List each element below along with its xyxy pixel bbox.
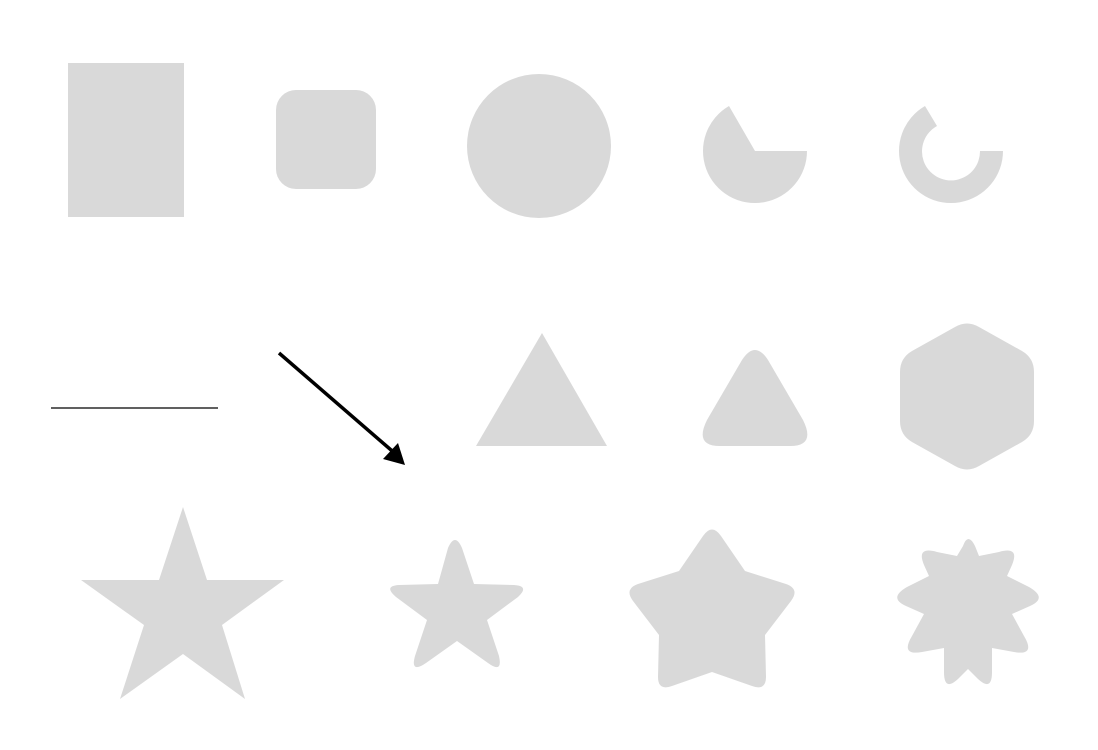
rectangle-shape[interactable] bbox=[68, 63, 184, 217]
arrowhead-icon bbox=[383, 443, 405, 465]
rounded-hexagon-shape[interactable] bbox=[900, 323, 1034, 470]
rounded-rectangle-shape[interactable] bbox=[276, 90, 376, 189]
star-shape[interactable] bbox=[81, 507, 284, 699]
triangle-shape[interactable] bbox=[476, 333, 607, 446]
rounded-burst-shape[interactable] bbox=[897, 539, 1039, 685]
arc-shape[interactable] bbox=[899, 106, 1004, 204]
rounded-star-shape[interactable] bbox=[390, 540, 524, 668]
circle-shape[interactable] bbox=[467, 74, 611, 218]
arrow-shape[interactable] bbox=[277, 351, 400, 458]
rounded-triangle-shape[interactable] bbox=[702, 350, 808, 446]
rounded-pentagon-star-shape[interactable] bbox=[629, 529, 795, 688]
pie-shape[interactable] bbox=[703, 106, 807, 204]
